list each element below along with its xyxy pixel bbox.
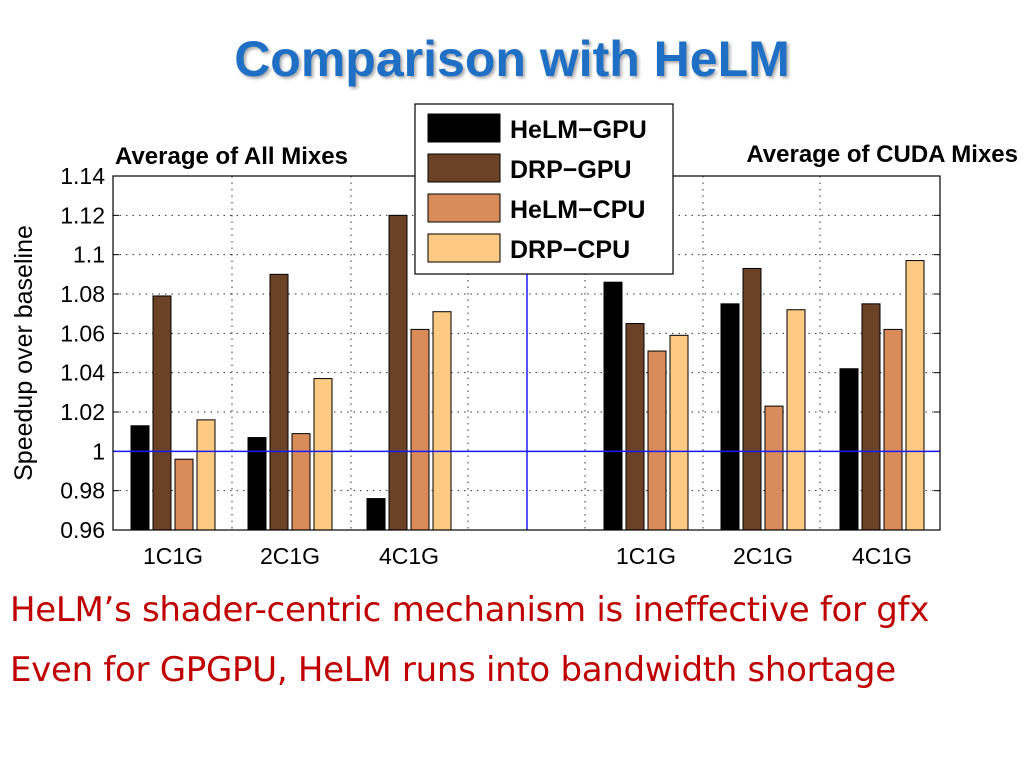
- bar: [269, 273, 289, 531]
- x-tick-label: 4C1G: [379, 543, 439, 569]
- bar: [764, 405, 784, 531]
- y-tick-label: 1.14: [60, 163, 105, 189]
- bar: [720, 303, 740, 531]
- speedup-bar-chart: 0.96 0.98 1 1.02 1.04 1.06 1.08 1.1 1.12 1.14 Spee…: [10, 103, 1018, 569]
- y-axis-label: Speedup over baseline: [10, 225, 38, 481]
- bar: [883, 328, 903, 531]
- bar: [742, 267, 762, 531]
- legend-label: DRP−CPU: [510, 236, 630, 264]
- bar: [388, 214, 408, 531]
- bar: [647, 350, 667, 531]
- bar: [669, 334, 689, 531]
- bar: [196, 419, 216, 531]
- legend-swatch: [427, 153, 501, 183]
- x-tick-label: 4C1G: [852, 543, 912, 569]
- y-tick-label: 1.04: [60, 360, 105, 386]
- y-tick-label: 1.08: [60, 281, 105, 307]
- bar: [366, 498, 386, 531]
- legend-label: HeLM−GPU: [510, 116, 647, 144]
- legend-label: HeLM−CPU: [510, 196, 645, 224]
- legend-swatch: [427, 193, 501, 223]
- x-tick-label: 1C1G: [143, 543, 203, 569]
- bullet-helm-bandwidth: Even for GPGPU, HeLM runs into bandwidth…: [10, 650, 896, 690]
- bar: [313, 378, 333, 531]
- bar: [152, 295, 172, 531]
- bar: [786, 309, 806, 531]
- bar: [625, 323, 645, 531]
- legend-swatch: [427, 113, 501, 143]
- y-tick-label: 0.96: [60, 517, 105, 543]
- y-tick-label: 1.12: [60, 202, 105, 228]
- bar: [861, 303, 881, 531]
- x-tick-label: 1C1G: [616, 543, 676, 569]
- bar: [839, 368, 859, 531]
- x-tick-label: 2C1G: [260, 543, 320, 569]
- legend-label: DRP−GPU: [510, 156, 632, 184]
- bar: [291, 433, 311, 531]
- bar: [432, 311, 452, 531]
- bar: [905, 260, 925, 531]
- bar: [174, 458, 194, 531]
- bar: [603, 281, 623, 531]
- y-tick-label: 1.06: [60, 320, 105, 346]
- y-tick-label: 0.98: [60, 478, 105, 504]
- panel-title-cuda-mixes: Average of CUDA Mixes: [746, 141, 1018, 168]
- y-tick-label: 1: [92, 438, 105, 464]
- slide-title: Comparison with HeLM: [234, 31, 790, 87]
- bar: [130, 425, 150, 531]
- x-tick-label: 2C1G: [733, 543, 793, 569]
- y-tick-label: 1.02: [60, 399, 105, 425]
- panel-title-all-mixes: Average of All Mixes: [115, 143, 348, 170]
- y-tick-label: 1.1: [73, 242, 105, 268]
- bullet-helm-shader: HeLM’s shader-centric mechanism is ineff…: [10, 590, 930, 630]
- legend-swatch: [427, 233, 501, 263]
- bar: [410, 328, 430, 531]
